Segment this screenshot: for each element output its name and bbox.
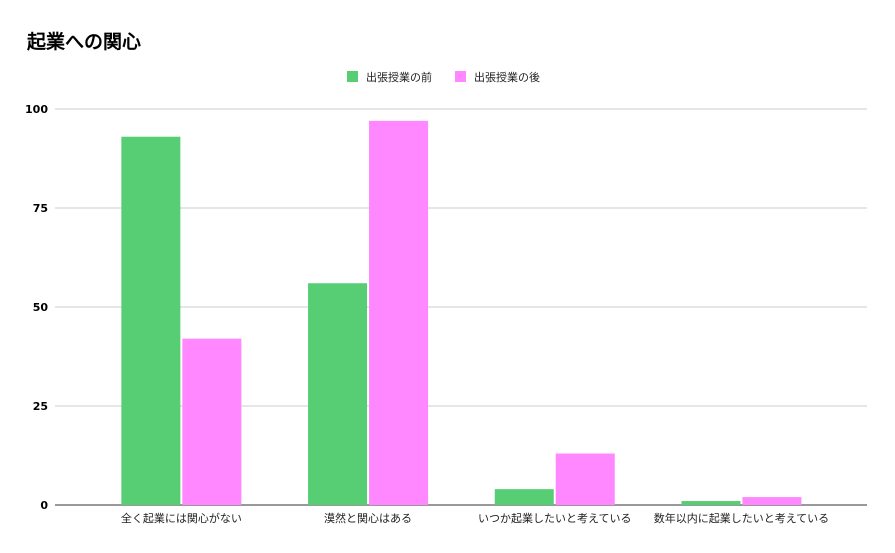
bar — [494, 489, 554, 505]
legend-label: 出張授業の前 — [366, 70, 432, 84]
y-tick-label: 25 — [33, 400, 48, 413]
bar — [121, 136, 181, 505]
bar — [369, 120, 429, 505]
legend-swatch — [455, 71, 466, 82]
y-tick-label: 100 — [25, 103, 48, 116]
bar — [308, 283, 368, 505]
y-tick-label: 50 — [33, 301, 49, 314]
legend-label: 出張授業の後 — [474, 70, 540, 84]
legend-swatch — [347, 71, 358, 82]
bar — [555, 453, 615, 505]
bar — [681, 501, 741, 505]
x-tick-label: 漠然と関心はある — [324, 511, 412, 525]
x-tick-label: 全く起業には関心がない — [121, 511, 242, 525]
y-tick-label: 75 — [33, 202, 48, 215]
y-tick-label: 0 — [40, 499, 48, 512]
x-tick-label: 数年以内に起業したいと考えている — [654, 511, 829, 525]
bar — [742, 497, 802, 505]
chart-title: 起業への関心 — [27, 31, 142, 53]
x-tick-label: いつか起業したいと考えている — [478, 512, 631, 525]
bar — [182, 338, 242, 505]
